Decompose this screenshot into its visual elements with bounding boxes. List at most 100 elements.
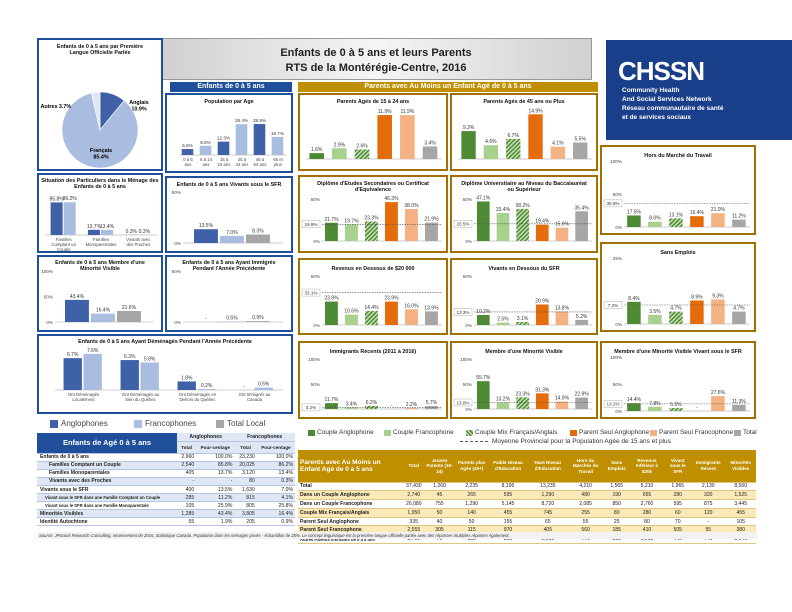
bar-label-0-0: 85.8% (50, 196, 65, 202)
bar-label-0-5: 5.7% (426, 400, 438, 406)
source-note: Source: JPocock Research Consulting, rec… (37, 532, 757, 539)
immigrants-chart: 100%50%0%11.7%3.4%6.2%-2.2%5.7%3.2% (301, 357, 442, 412)
average-label: 33.1% (304, 290, 317, 295)
table-cell: 86.2% (256, 461, 295, 470)
bar-label-0-0: 11.7% (325, 397, 339, 403)
bar-label-2-0: 0.9% (252, 315, 264, 321)
table-cell: 37,430 (404, 482, 424, 492)
universitaire-panel: Diplôme Universitaire au Niveau du Bacca… (450, 175, 598, 253)
sans-emplois-chart: 25% 0% 8.4% 3.5% 4.7% 8.9% 9.3% 4.7% 7.2% (603, 256, 750, 327)
table-cell: 0.3% (256, 477, 295, 486)
y-tick-1: 0% (174, 320, 181, 325)
table-cell: 80 (629, 517, 665, 527)
bar-label-0-0: 55.7% (476, 375, 491, 381)
revenus-title: Revenus en Dessous de $20 000 (331, 266, 415, 272)
bar-0-1 (483, 145, 499, 159)
average-box (453, 398, 473, 407)
bar-label-0-1: 19.7% (344, 218, 359, 224)
bar-label-0-1: 10.6% (344, 309, 359, 315)
table-cell: 745 (528, 508, 568, 518)
minorite-enfants-title: Enfants de 0 à 5 ans Membre d'une Minori… (55, 260, 145, 273)
table-row: Identité Autochtone 55 1.9% 205 0.9% (37, 517, 295, 527)
bar-label-0-5: 16.7% (271, 131, 284, 136)
logo-line3: Réseau communautaire de santé (622, 105, 724, 112)
table-cell: 140 (455, 508, 488, 518)
bar-label-0-2: 12.3% (217, 136, 230, 141)
bar-label-0-3: 16.4% (690, 210, 705, 216)
table-cell: 20,025 (234, 461, 257, 470)
y-tick-0: 50% (172, 269, 181, 274)
bar-label-1-2: 0.3% (139, 229, 151, 235)
parents-col-header-7: Revenus Inférieur à $20k (629, 450, 665, 483)
table-row-label: Dans un Couple Francophone (298, 499, 404, 509)
bar-label-1-1: 5.8% (144, 356, 156, 362)
bar-label-0-2: 13.1% (669, 212, 684, 218)
bar-0-0 (309, 153, 324, 159)
hors-marche-chart: 100% 50% 0% 17.5% 8.0% 13.1% 16.4% 21.0% 11.2% 35… (603, 159, 750, 230)
bar-label-0-5: 21.9% (424, 217, 439, 223)
bar-0-5 (573, 142, 588, 159)
situation-menage-title: Situation des Particuliers dans le Ménag… (41, 178, 159, 191)
minorite-sfr-chart: 100%50%0%14.4%7.8% 5.5% -27.6%11.3%13.2% (603, 355, 750, 414)
y-tick-2: 0% (46, 320, 53, 325)
table-cell: 50 (455, 517, 488, 527)
legend-local-swatch (216, 420, 224, 428)
parents-col-header-5: Hors du Marchés du Travail (567, 450, 604, 483)
pie-label-1: Français (90, 148, 112, 154)
y-tick-0: 50% (311, 274, 320, 279)
bar-0-2 (365, 310, 378, 325)
section-parents-banner: Parents avec Au Moins un Enfant Agé de 0… (298, 82, 598, 92)
bar-0-0 (627, 215, 641, 227)
bar-0-4 (405, 407, 418, 409)
bar-0-1 (648, 406, 662, 411)
table-cell: 655 (629, 490, 665, 501)
table-cell: 85.8% (196, 461, 235, 470)
category-label-1: Familles Monoparentales (86, 237, 117, 247)
bar-0-3 (385, 301, 398, 325)
bar-label-0-4: 13.8% (555, 305, 570, 311)
table-row-label: Identité Autochtone (37, 517, 177, 527)
bar-label-0-2: 2.6% (356, 143, 368, 149)
enfants-col-header-2: Total (234, 441, 257, 454)
enfants-table-panel: Enfants de Agé 0 à 5 ans Anglophones Fra… (37, 433, 295, 527)
table-cell: 1,630 (234, 485, 257, 495)
pie-label-2: Autres (40, 104, 57, 110)
bar-label-0-3: 28.4% (235, 118, 248, 123)
bar-label-0-4: 21.0% (711, 207, 726, 213)
y-tick-1: 0% (465, 323, 472, 328)
legend-average-line (460, 441, 488, 442)
legend-total-label: Total (743, 429, 757, 436)
bar-label-0-0: 23.9% (324, 296, 339, 302)
table-cell: 70 (664, 517, 692, 527)
secondaire-panel: Diplôme d'Etudes Secondaires ou Certific… (298, 175, 448, 253)
legend-franco-label: Francophones (145, 419, 197, 428)
bar-0-3 (535, 304, 549, 325)
demenages-panel: Enfants de 0 à 5 ans Ayant Déménagés Pen… (37, 334, 293, 414)
bar-label-1-1: 13.4% (100, 224, 115, 230)
bar-label-2-0: 21.6% (122, 305, 137, 311)
y-tick-0: 50% (463, 197, 472, 202)
table-cell: 70 (423, 534, 456, 545)
bar-label-0-0: 5.5% (182, 143, 192, 148)
parents-col-header-2: Parents plus Agés (45+) (455, 450, 488, 483)
bar-0-0 (627, 301, 641, 324)
bar-0-1 (345, 224, 358, 241)
minorite-parents-chart: 100% 50% 0% 55.7% 13.2% 23.3% 31.3% 14.9% 22.9% 1… (453, 357, 592, 412)
table-cell: 480 (567, 490, 604, 501)
revenus-panel: Revenus en Dessous de $20 000 50% 0% 23.9% 1… (298, 258, 448, 335)
bar-label-0-5: 4.7% (733, 306, 745, 312)
table-cell: 13.5% (196, 485, 235, 495)
parents-15-24-chart: 1.6% 2.9% 2.6% 11.9% 11.9% 3.4% (306, 109, 442, 160)
table-row: Familles Comptant un Couple 2,540 85.8% 20,… (37, 461, 295, 470)
table-cell: 1,565 (603, 482, 630, 492)
bar-0-5 (271, 136, 284, 155)
bar-label-0-2: 5.5% (670, 402, 682, 408)
enfants-table: Enfants de Agé 0 à 5 ans Anglophones Fra… (37, 433, 295, 527)
bar-0-1 (120, 360, 139, 390)
table-cell: 8,560 (725, 482, 756, 492)
legend-franco-swatch (134, 420, 142, 428)
bar-0-3 (690, 216, 704, 227)
table-row: Enfants de 0 à 5 ans 2,960 100.0% 23,230 100… (37, 453, 295, 462)
average-label: 13.3% (456, 310, 469, 315)
bar-label-0-0: 10.2% (476, 309, 491, 315)
